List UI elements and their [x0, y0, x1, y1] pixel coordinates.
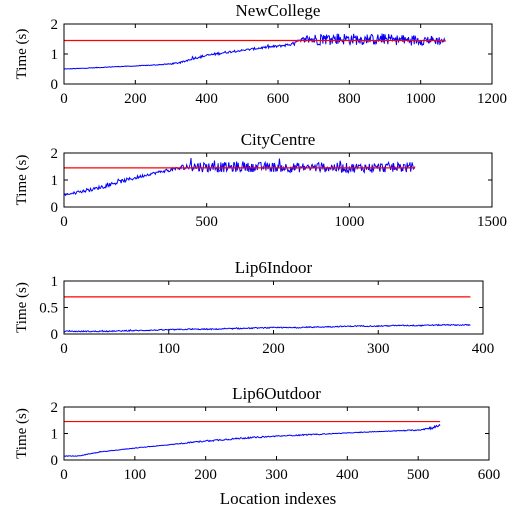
lip6outdoor-measured-line-0: [64, 423, 441, 457]
lip6outdoor-y-tick-label: 2: [51, 400, 59, 416]
citycentre-y-tick-label: 2: [51, 146, 59, 162]
citycentre-plot-frame: [63, 152, 493, 208]
figure-x-axis-label: Location indexes: [220, 489, 337, 508]
citycentre-y-axis-label: Time (s): [14, 155, 30, 206]
lip6indoor-x-tick-label: 0: [60, 341, 68, 357]
lip6outdoor-x-tick-label: 600: [478, 467, 501, 483]
lip6indoor-measured-line-0: [63, 323, 471, 333]
lip6indoor-y-tick-label: 1: [51, 274, 59, 290]
citycentre-y-tick-label: 0: [51, 200, 59, 216]
newcollege-x-tick-label: 1200: [477, 91, 507, 107]
lip6outdoor-y-tick-label: 1: [51, 427, 59, 443]
lip6outdoor-y-tick-label: 0: [51, 453, 59, 469]
lip6outdoor-plot-frame: [63, 406, 490, 461]
lip6indoor-y-tick-label: 0: [51, 327, 59, 343]
citycentre-y-tick-label: 1: [51, 173, 59, 189]
subplot-citycentre: 0 500 1000 1500 0 1 2 CityCentre Time (s): [14, 130, 507, 230]
lip6outdoor-x-tick-label: 300: [265, 467, 288, 483]
newcollege-x-tick-label: 400: [195, 91, 218, 107]
lip6outdoor-x-tick-label: 200: [194, 467, 217, 483]
lip6outdoor-x-tick-label: 400: [336, 467, 359, 483]
lip6indoor-x-tick-label: 400: [472, 341, 495, 357]
newcollege-y-axis-label: Time (s): [14, 29, 30, 80]
lip6outdoor-title: Lip6Outdoor: [232, 384, 321, 403]
lip6outdoor-x-tick-label: 100: [124, 467, 147, 483]
newcollege-x-tick-label: 1000: [406, 91, 436, 107]
newcollege-y-tick-label: 1: [51, 47, 59, 63]
lip6indoor-x-tick-label: 300: [367, 341, 390, 357]
lip6outdoor-x-tick-label: 0: [60, 467, 68, 483]
newcollege-x-tick-label: 800: [338, 91, 361, 107]
citycentre-x-tick-label: 1000: [334, 214, 364, 230]
subplot-newcollege: 0 200 400 600 800 1000 1200 0 1 2 NewCollege Time (…: [14, 1, 507, 107]
lip6indoor-y-tick-label: 0.5: [39, 301, 58, 317]
newcollege-x-tick-label: 600: [267, 91, 290, 107]
lip6indoor-x-tick-label: 100: [158, 341, 181, 357]
newcollege-x-tick-label: 0: [60, 91, 68, 107]
newcollege-y-tick-label: 0: [51, 77, 59, 93]
subplot-lip6indoor: 0 100 200 300 400 0 0.5 1 Lip6Indoor Time (s): [14, 258, 494, 357]
newcollege-y-tick-label: 2: [51, 17, 59, 33]
lip6indoor-x-tick-label: 200: [262, 341, 285, 357]
citycentre-title: CityCentre: [241, 130, 316, 149]
newcollege-measured-line-0: [64, 33, 446, 70]
lip6outdoor-y-axis-label: Time (s): [14, 408, 30, 459]
lip6outdoor-x-tick-label: 500: [407, 467, 430, 483]
newcollege-x-tick-label: 200: [124, 91, 147, 107]
lip6indoor-y-axis-label: Time (s): [14, 282, 30, 333]
subplot-lip6outdoor: 0 100 200 300 400 500 600 0 1 2 Lip6Outdoor Time (s…: [14, 384, 500, 483]
citycentre-x-tick-label: 1500: [477, 214, 507, 230]
newcollege-title: NewCollege: [236, 1, 321, 20]
lip6indoor-title: Lip6Indoor: [235, 258, 313, 277]
citycentre-x-tick-label: 0: [60, 214, 68, 230]
citycentre-measured-line-0: [63, 157, 416, 197]
citycentre-x-tick-label: 500: [195, 214, 218, 230]
newcollege-plot-frame: [63, 23, 493, 85]
